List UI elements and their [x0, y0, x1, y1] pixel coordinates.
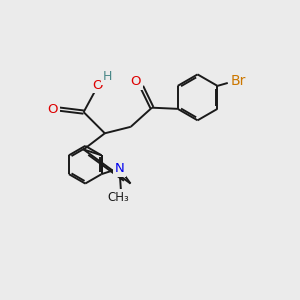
- Text: O: O: [130, 75, 141, 88]
- Text: Br: Br: [231, 74, 246, 88]
- Text: N: N: [115, 162, 124, 175]
- Text: CH₃: CH₃: [107, 191, 129, 204]
- Text: H: H: [103, 70, 112, 83]
- Text: O: O: [48, 103, 58, 116]
- Text: O: O: [92, 79, 102, 92]
